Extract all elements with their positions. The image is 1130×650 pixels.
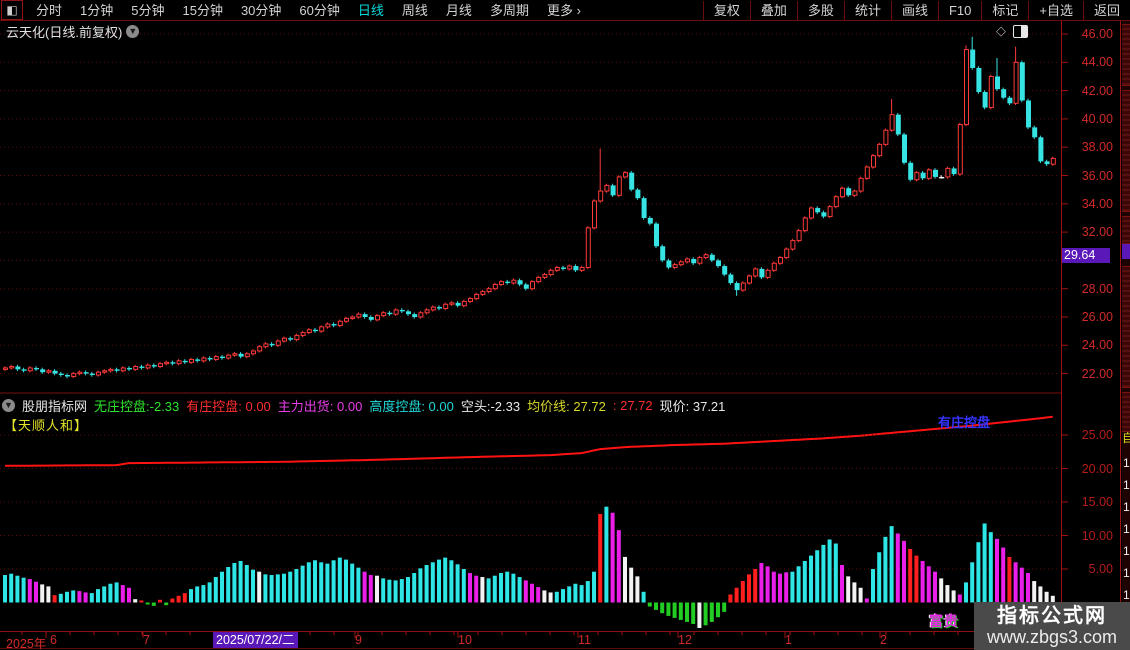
indicator-header: ▼ 股朋指标网 无庄控盘:-2.33 有庄控盘: 0.00 主力出货: 0.00 高度… [2,396,725,415]
menu-item-5分钟[interactable]: 5分钟 [131,2,165,18]
sub-axis-label-25.00: 25.00 [1081,428,1113,442]
indicator-field-5: 均价线: 27.72 [527,399,606,414]
sidebar-digit-6: 1 [1123,588,1130,602]
right-sidebar-edge[interactable]: 自 11111111 [1122,20,1130,650]
tool-item-+自选[interactable]: +自选 [1028,0,1083,20]
tool-item-F10[interactable]: F10 [937,0,981,20]
menu-item-多周期[interactable]: 多周期 [489,2,529,18]
menu-item-30分钟[interactable]: 30分钟 [240,2,282,18]
axis-divider [0,631,1130,632]
price-label-26.00: 26.00 [1081,310,1113,324]
sidebar-digit-0: 1 [1123,456,1130,470]
price-label-38.00: 38.00 [1081,140,1113,155]
sidebar-segment-3 [1122,266,1130,388]
watermark-url: www.zbgs3.com [986,627,1118,647]
menu-item-分时[interactable]: 分时 [36,2,63,18]
price-label-44.00: 44.00 [1081,55,1113,70]
month-label-2: 2 [880,633,887,647]
month-label-12: 12 [678,633,692,647]
price-label-28.00: 28.00 [1081,281,1113,296]
time-axis[interactable]: 2025年 2025/07/22/二 6 7 9 10 11 12 1 2 [0,632,1130,650]
sub-axis-label-15.00: 15.00 [1081,495,1113,509]
watermark-title: 指标公式网 [997,605,1107,627]
tool-menu: 复权 叠加 多股 统计 画线 F10 标记 +自选 返回 [702,0,1130,20]
sidebar-digit-2: 1 [1123,500,1130,514]
tool-item-画线[interactable]: 画线 [890,0,938,20]
watermark: 指标公式网 www.zbgs3.com [974,602,1130,650]
chart-corner-icons: ◇ [996,23,1028,39]
sidebar-segment-1 [1122,90,1130,212]
sub-axis-label-20.00: 20.00 [1081,461,1113,476]
bottom-divider [0,648,1130,649]
tool-item-多股[interactable]: 多股 [796,0,844,20]
stock-title: 云天化(日线.前复权) [6,25,123,40]
price-label-40.00: 40.00 [1081,111,1113,126]
tool-item-复权[interactable]: 复权 [702,0,750,20]
sidebar-digit-4: 1 [1123,544,1130,558]
month-label-1: 1 [785,633,792,647]
price-label-46.00: 46.00 [1081,27,1113,41]
indicator-field-7: 现价: 37.21 [659,399,726,414]
indicator-field-3: 高度控盘: 0.00 [369,399,454,414]
price-label-34.00: 34.00 [1081,196,1113,211]
indicator-field-6: : 27.72 [612,398,653,413]
tool-item-叠加[interactable]: 叠加 [749,0,797,20]
sub-axis-label-5.00: 5.00 [1088,562,1113,576]
month-label-6: 6 [50,633,57,647]
sidebar-segment-0 [1122,24,1130,86]
sidebar-segment-4 [1122,392,1130,432]
menu-item-周线[interactable]: 周线 [401,2,428,18]
menu-item-15分钟[interactable]: 15分钟 [182,2,223,18]
top-menubar: ◧ 分时 1分钟 5分钟 15分钟 30分钟 60分钟 日线 周线 月线 多周期 更多 › 复权 叠加… [0,0,1130,21]
sidebar-fragment: 自 [1122,431,1130,445]
menu-item-日线[interactable]: 日线 [357,2,384,18]
price-marker-badge: 29.64 [1062,248,1110,263]
month-label-7: 7 [143,633,150,647]
tool-item-统计[interactable]: 统计 [843,0,891,20]
signal-text: 富贵 [929,613,959,629]
sub-axis-label-10.00: 10.00 [1081,528,1113,543]
menu-item-60分钟[interactable]: 60分钟 [299,2,340,18]
sidebar-digit-3: 1 [1123,522,1130,536]
sidebar-digit-1: 1 [1123,478,1130,492]
diamond-marker-icon[interactable]: ◇ [996,23,1006,38]
indicator-title: 【天顺人和】 [4,418,89,433]
indicator-field-4: 空头:-2.33 [460,399,521,414]
avg-line-label: 有庄控盘 [938,415,991,430]
month-label-10: 10 [458,633,472,647]
axis-year-label: 2025年 [6,637,47,650]
month-label-9: 9 [355,633,362,647]
indicator-source: 股朋指标网 [22,399,88,414]
indicator-field-0: 无庄控盘:-2.33 [94,399,180,414]
price-label-32.00: 32.00 [1081,225,1113,240]
indicator-field-2: 主力出货: 0.00 [277,399,363,414]
tool-item-标记[interactable]: 标记 [981,0,1028,20]
menu-item-更多 ›[interactable]: 更多 › [546,2,581,18]
sidebar-segment-2 [1122,216,1130,244]
split-pane-icon[interactable] [1013,24,1028,38]
price-label-22.00: 22.00 [1081,366,1113,381]
sidebar-purple-segment [1122,244,1130,259]
menu-item-月线[interactable]: 月线 [445,2,472,18]
month-label-11: 11 [578,633,591,647]
price-label-42.00: 42.00 [1081,83,1113,98]
collapse-chevron-icon[interactable]: ▼ [2,399,15,412]
period-menu: ◧ 分时 1分钟 5分钟 15分钟 30分钟 60分钟 日线 周线 月线 多周期 更多 › [0,0,590,20]
price-label-36.00: 36.00 [1081,168,1113,183]
price-label-24.00: 24.00 [1081,338,1113,353]
sidebar-digit-5: 1 [1123,566,1130,580]
tool-item-返回[interactable]: 返回 [1082,0,1130,20]
indicator-field-1: 有庄控盘: 0.00 [186,399,271,414]
layout-icon[interactable]: ◧ [1,0,23,20]
chevron-down-icon[interactable]: ▼ [126,25,140,38]
menu-item-1分钟[interactable]: 1分钟 [80,2,114,18]
stock-title-row: 云天化(日线.前复权) ▼ [6,22,140,41]
cursor-date-badge: 2025/07/22/二 [213,632,298,648]
